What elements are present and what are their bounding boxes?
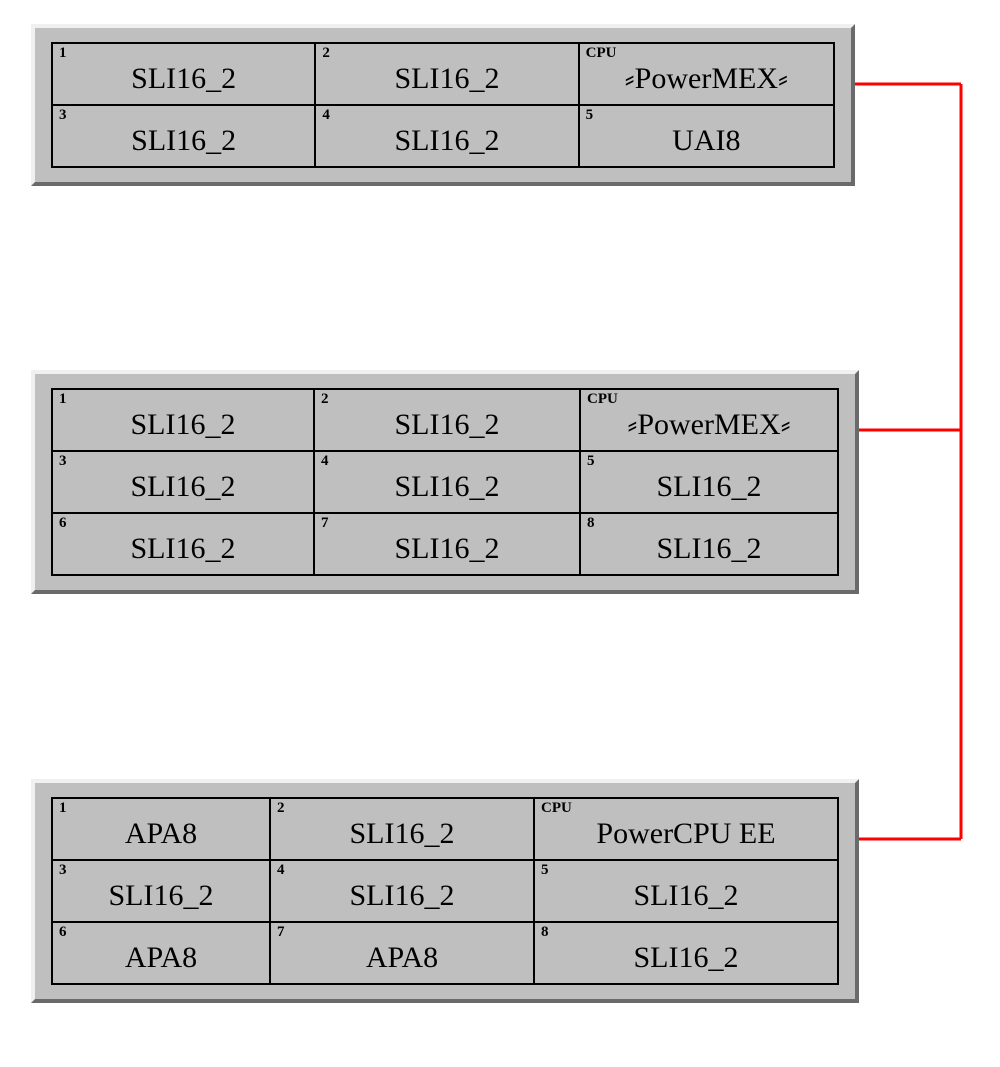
slot-cell: 5 UAI8 xyxy=(578,104,835,168)
slot-label: 7 xyxy=(277,924,285,941)
slot-label: 6 xyxy=(59,924,67,941)
slot-value: ⸗PowerMEX⸗ xyxy=(625,54,788,94)
slot-cell: 8 SLI16_2 xyxy=(579,512,839,576)
slot-value: SLI16_2 xyxy=(131,524,236,564)
slot-value: SLI16_2 xyxy=(657,462,762,502)
slot-cell: 4 SLI16_2 xyxy=(269,859,535,923)
slot-label: 1 xyxy=(59,391,67,408)
rack-row: 3 SLI16_2 4 SLI16_2 5 SLI16_2 xyxy=(51,861,839,923)
slot-cell: 1 APA8 xyxy=(51,797,271,861)
slot-value: PowerCPU EE xyxy=(596,809,775,849)
slot-cell: 3 SLI16_2 xyxy=(51,859,271,923)
slot-value: SLI16_2 xyxy=(634,871,739,911)
slot-value: SLI16_2 xyxy=(350,871,455,911)
slot-value: SLI16_2 xyxy=(109,871,214,911)
rack-0: 1 SLI16_2 2 SLI16_2 CPU ⸗PowerMEX⸗ 3 SLI… xyxy=(31,24,855,186)
slot-label: 4 xyxy=(277,862,285,879)
slot-value: APA8 xyxy=(366,933,438,973)
slot-value: ⸗PowerMEX⸗ xyxy=(627,400,790,440)
slot-value: SLI16_2 xyxy=(394,54,499,94)
slot-value: SLI16_2 xyxy=(634,933,739,973)
slot-label: 6 xyxy=(59,515,67,532)
rack-row: 1 APA8 2 SLI16_2 CPU PowerCPU EE xyxy=(51,797,839,861)
slot-cell: 1 SLI16_2 xyxy=(51,388,315,452)
slot-cell: 7 SLI16_2 xyxy=(313,512,581,576)
slot-label: 3 xyxy=(59,107,67,124)
slot-label: 7 xyxy=(321,515,329,532)
slot-value: SLI16_2 xyxy=(657,524,762,564)
slot-value: APA8 xyxy=(125,809,197,849)
slot-label: 2 xyxy=(322,45,330,62)
slot-value: SLI16_2 xyxy=(131,116,236,156)
slot-cell: 1 SLI16_2 xyxy=(51,42,316,106)
slot-cell: 3 SLI16_2 xyxy=(51,450,315,514)
slot-label: 5 xyxy=(541,862,549,879)
slot-label: 8 xyxy=(587,515,595,532)
slot-cell: 2 SLI16_2 xyxy=(269,797,535,861)
slot-cell: 3 SLI16_2 xyxy=(51,104,316,168)
slot-cell: 2 SLI16_2 xyxy=(313,388,581,452)
slot-label: CPU xyxy=(587,391,618,408)
slot-value: SLI16_2 xyxy=(131,462,236,502)
rack-2: 1 APA8 2 SLI16_2 CPU PowerCPU EE 3 SLI16… xyxy=(31,779,859,1003)
slot-label: 4 xyxy=(321,453,329,470)
rack-row: 6 APA8 7 APA8 8 SLI16_2 xyxy=(51,923,839,985)
slot-cell: 4 SLI16_2 xyxy=(313,450,581,514)
slot-value: UAI8 xyxy=(672,116,740,156)
slot-value: APA8 xyxy=(125,933,197,973)
slot-value: SLI16_2 xyxy=(131,54,236,94)
slot-label: 1 xyxy=(59,45,67,62)
slot-label: 2 xyxy=(277,800,285,817)
slot-cell: 8 SLI16_2 xyxy=(533,921,839,985)
slot-label: 8 xyxy=(541,924,549,941)
slot-cell: 5 SLI16_2 xyxy=(533,859,839,923)
slot-cell: CPU PowerCPU EE xyxy=(533,797,839,861)
slot-label: 5 xyxy=(587,453,595,470)
slot-label: 3 xyxy=(59,453,67,470)
slot-label: 5 xyxy=(586,107,594,124)
slot-value: SLI16_2 xyxy=(131,400,236,440)
slot-value: SLI16_2 xyxy=(394,116,499,156)
rack-row: 1 SLI16_2 2 SLI16_2 CPU ⸗PowerMEX⸗ xyxy=(51,42,835,106)
slot-value: SLI16_2 xyxy=(395,400,500,440)
slot-cell: CPU ⸗PowerMEX⸗ xyxy=(579,388,839,452)
rack-row: 1 SLI16_2 2 SLI16_2 CPU ⸗PowerMEX⸗ xyxy=(51,388,839,452)
slot-value: SLI16_2 xyxy=(350,809,455,849)
slot-cell: CPU ⸗PowerMEX⸗ xyxy=(578,42,835,106)
slot-cell: 2 SLI16_2 xyxy=(314,42,579,106)
slot-cell: 7 APA8 xyxy=(269,921,535,985)
slot-label: 2 xyxy=(321,391,329,408)
slot-value: SLI16_2 xyxy=(395,524,500,564)
rack-row: 3 SLI16_2 4 SLI16_2 5 SLI16_2 xyxy=(51,452,839,514)
slot-cell: 6 SLI16_2 xyxy=(51,512,315,576)
slot-label: CPU xyxy=(586,45,617,62)
rack-1: 1 SLI16_2 2 SLI16_2 CPU ⸗PowerMEX⸗ 3 SLI… xyxy=(31,370,859,594)
slot-label: 1 xyxy=(59,800,67,817)
slot-label: 3 xyxy=(59,862,67,879)
slot-label: CPU xyxy=(541,800,572,817)
rack-row: 6 SLI16_2 7 SLI16_2 8 SLI16_2 xyxy=(51,514,839,576)
slot-value: SLI16_2 xyxy=(395,462,500,502)
slot-cell: 6 APA8 xyxy=(51,921,271,985)
slot-cell: 5 SLI16_2 xyxy=(579,450,839,514)
slot-label: 4 xyxy=(322,107,330,124)
rack-row: 3 SLI16_2 4 SLI16_2 5 UAI8 xyxy=(51,106,835,168)
slot-cell: 4 SLI16_2 xyxy=(314,104,579,168)
